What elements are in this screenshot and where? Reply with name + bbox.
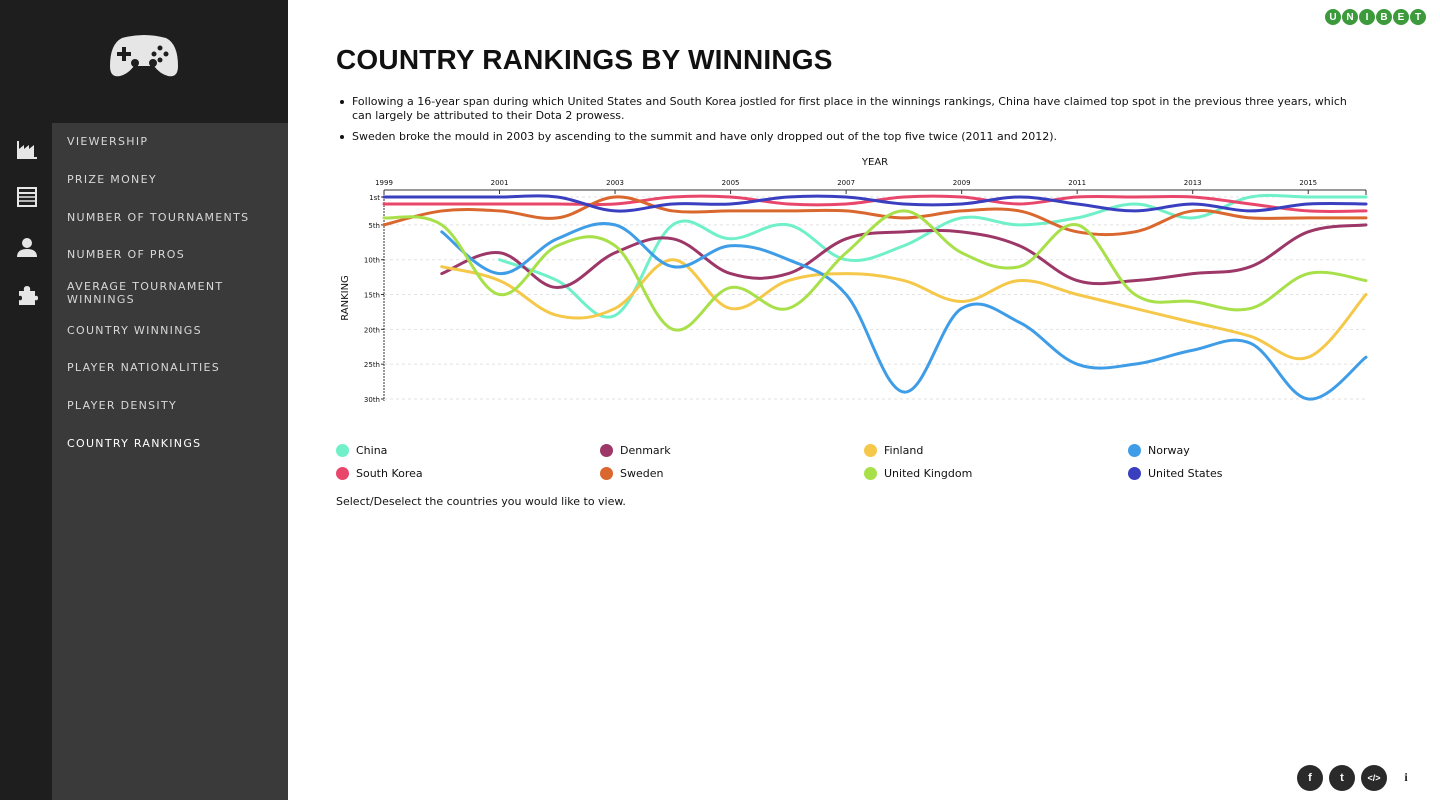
table-icon[interactable] — [14, 184, 40, 210]
brand-letter: E — [1393, 9, 1409, 25]
brand-logo[interactable]: U N I B E T — [1325, 9, 1426, 29]
gamepad-icon[interactable] — [108, 30, 180, 82]
nav-item-number-of-pros[interactable]: NUMBER OF PROS — [67, 248, 186, 262]
nav-item-average-tournament-winnings[interactable]: AVERAGE TOURNAMENT WINNINGS — [67, 279, 224, 306]
x-tick-label: 1999 — [375, 179, 393, 187]
x-axis-label: YEAR — [861, 157, 888, 168]
intro-bullets: Following a 16-year span during which Un… — [340, 95, 1362, 151]
legend-item-china[interactable]: China — [336, 444, 387, 457]
person-icon[interactable] — [14, 234, 40, 260]
series-line-united-kingdom — [382, 209, 1368, 332]
nav-item-country-rankings[interactable]: COUNTRY RANKINGS — [67, 436, 202, 450]
y-axis-label: RANKING — [340, 275, 351, 321]
brand-letter: B — [1376, 9, 1392, 25]
brand-letter: I — [1359, 9, 1375, 25]
facebook-icon[interactable]: f — [1297, 765, 1323, 791]
legend-label: Finland — [884, 444, 924, 457]
legend-swatch — [336, 444, 349, 457]
x-tick-label: 2007 — [837, 179, 855, 187]
y-tick-label: 1st — [369, 194, 380, 202]
legend-item-sweden[interactable]: Sweden — [600, 467, 663, 480]
page-title: COUNTRY RANKINGS BY WINNINGS — [336, 44, 833, 75]
x-tick-label: 2015 — [1299, 179, 1317, 187]
legend-label: Sweden — [620, 467, 664, 480]
puzzle-icon[interactable] — [14, 282, 40, 308]
y-tick-label: 15th — [364, 292, 380, 300]
bullet-text: Following a 16-year span during which Un… — [340, 95, 1362, 123]
info-icon[interactable]: i — [1404, 770, 1408, 784]
legend-label: South Korea — [356, 467, 423, 480]
nav-menu: VIEWERSHIP PRIZE MONEY NUMBER OF TOURNAM… — [52, 123, 288, 462]
legend-label: China — [356, 444, 388, 457]
nav-item-player-nationalities[interactable]: PLAYER NATIONALITIES — [67, 361, 221, 375]
legend-hint: Select/Deselect the countries you would … — [336, 495, 626, 508]
nav-item-country-winnings[interactable]: COUNTRY WINNINGS — [67, 323, 202, 337]
bullet-text: Sweden broke the mould in 2003 by ascend… — [340, 130, 1362, 144]
legend-swatch — [1128, 467, 1141, 480]
nav-item-viewership[interactable]: VIEWERSHIP — [67, 135, 149, 149]
y-tick-label: 20th — [364, 326, 380, 334]
legend-label: United States — [1148, 467, 1223, 480]
twitter-icon[interactable]: t — [1329, 765, 1355, 791]
x-tick-label: 2011 — [1068, 179, 1086, 187]
series-line-sweden — [382, 195, 1368, 237]
series-line-norway — [440, 222, 1368, 401]
legend-swatch — [336, 467, 349, 480]
icon-rail — [0, 0, 52, 800]
legend-item-united-states[interactable]: United States — [1128, 467, 1223, 480]
nav-item-number-of-tournaments[interactable]: NUMBER OF TOURNAMENTS — [67, 210, 250, 224]
legend-item-united-kingdom[interactable]: United Kingdom — [864, 467, 972, 480]
embed-code-icon[interactable]: </> — [1361, 765, 1387, 791]
x-tick-label: 2003 — [606, 179, 624, 187]
legend-swatch — [600, 444, 613, 457]
y-tick-label: 5th — [368, 222, 380, 230]
legend-label: Norway — [1148, 444, 1190, 457]
nav-item-player-density[interactable]: PLAYER DENSITY — [67, 399, 178, 413]
legend-swatch — [864, 467, 877, 480]
legend-item-denmark[interactable]: Denmark — [600, 444, 671, 457]
nav-panel — [52, 123, 288, 800]
brand-letter: U — [1325, 9, 1341, 25]
legend-item-norway[interactable]: Norway — [1128, 444, 1190, 457]
x-tick-label: 2009 — [953, 179, 971, 187]
series-line-finland — [440, 258, 1368, 361]
legend-item-south-korea[interactable]: South Korea — [336, 467, 423, 480]
legend-label: United Kingdom — [884, 467, 973, 480]
x-tick-label: 2013 — [1184, 179, 1202, 187]
y-tick-label: 10th — [364, 257, 380, 265]
x-tick-label: 2005 — [722, 179, 740, 187]
y-tick-label: 30th — [364, 396, 380, 404]
legend-item-finland[interactable]: Finland — [864, 444, 923, 457]
series-line-united-states — [382, 194, 1368, 213]
ranking-chart: 1999 2001 2003 2005 2007 2009 2011 2013 2015 YEAR… — [340, 157, 1368, 404]
x-tick-label: 2001 — [491, 179, 509, 187]
brand-letter: T — [1410, 9, 1426, 25]
brand-letter: N — [1342, 9, 1358, 25]
legend-swatch — [864, 444, 877, 457]
series-line-denmark — [440, 223, 1368, 290]
factory-icon[interactable] — [14, 135, 40, 161]
legend-swatch — [600, 467, 613, 480]
legend-label: Denmark — [620, 444, 671, 457]
legend-swatch — [1128, 444, 1141, 457]
nav-item-prize-money[interactable]: PRIZE MONEY — [67, 173, 157, 187]
y-tick-label: 25th — [364, 361, 380, 369]
